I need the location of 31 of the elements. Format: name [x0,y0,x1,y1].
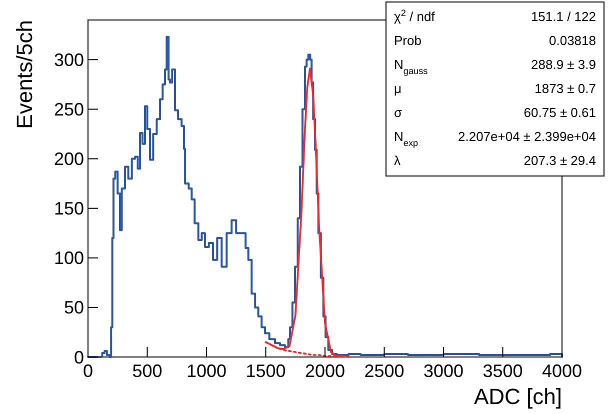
annotation: N$_{exp}$ [394,129,418,148]
annotation: σ [394,105,402,120]
x-tick-label: 3500 [482,361,523,381]
annotation: χ$^{2}$ / ndf [394,8,436,24]
x-tick-label: 1500 [246,361,286,381]
y-tick-label: 100 [54,248,84,268]
annotation: 151.1 / 122 [530,9,596,24]
y-tick-label: 300 [54,50,84,70]
y-tick-label: 250 [54,100,84,120]
x-tick-label: 1000 [186,361,227,381]
annotation: 0.03818 [549,33,596,48]
annotation: Prob [394,33,422,48]
annotation: N$_{gauss}$ [394,57,428,76]
x-axis-title: ADC [ch] [474,384,562,409]
y-tick-label: 200 [54,149,84,170]
annotation: 288.9 ± 3.9 [531,57,596,72]
annotation: 2.207e+04 ± 2.399e+04 [458,129,596,144]
y-axis-title: Events/5ch [12,20,37,129]
annotation: 207.3 ± 29.4 [524,153,596,168]
y-tick-label: 50 [64,298,84,318]
y-tick-label: 0 [74,347,84,368]
x-tick-label: 2000 [304,361,346,381]
x-tick-label: 500 [132,361,162,381]
y-tick-label: 150 [54,198,84,219]
x-tick-label: 3000 [423,361,464,381]
annotation: λ [394,153,401,168]
annotation: 1873 ± 0.7 [534,81,596,96]
annotation: 60.75 ± 0.61 [524,105,596,120]
x-tick-label: 2500 [364,361,404,381]
x-tick-label: 4000 [542,361,582,381]
annotation: μ [394,81,402,96]
